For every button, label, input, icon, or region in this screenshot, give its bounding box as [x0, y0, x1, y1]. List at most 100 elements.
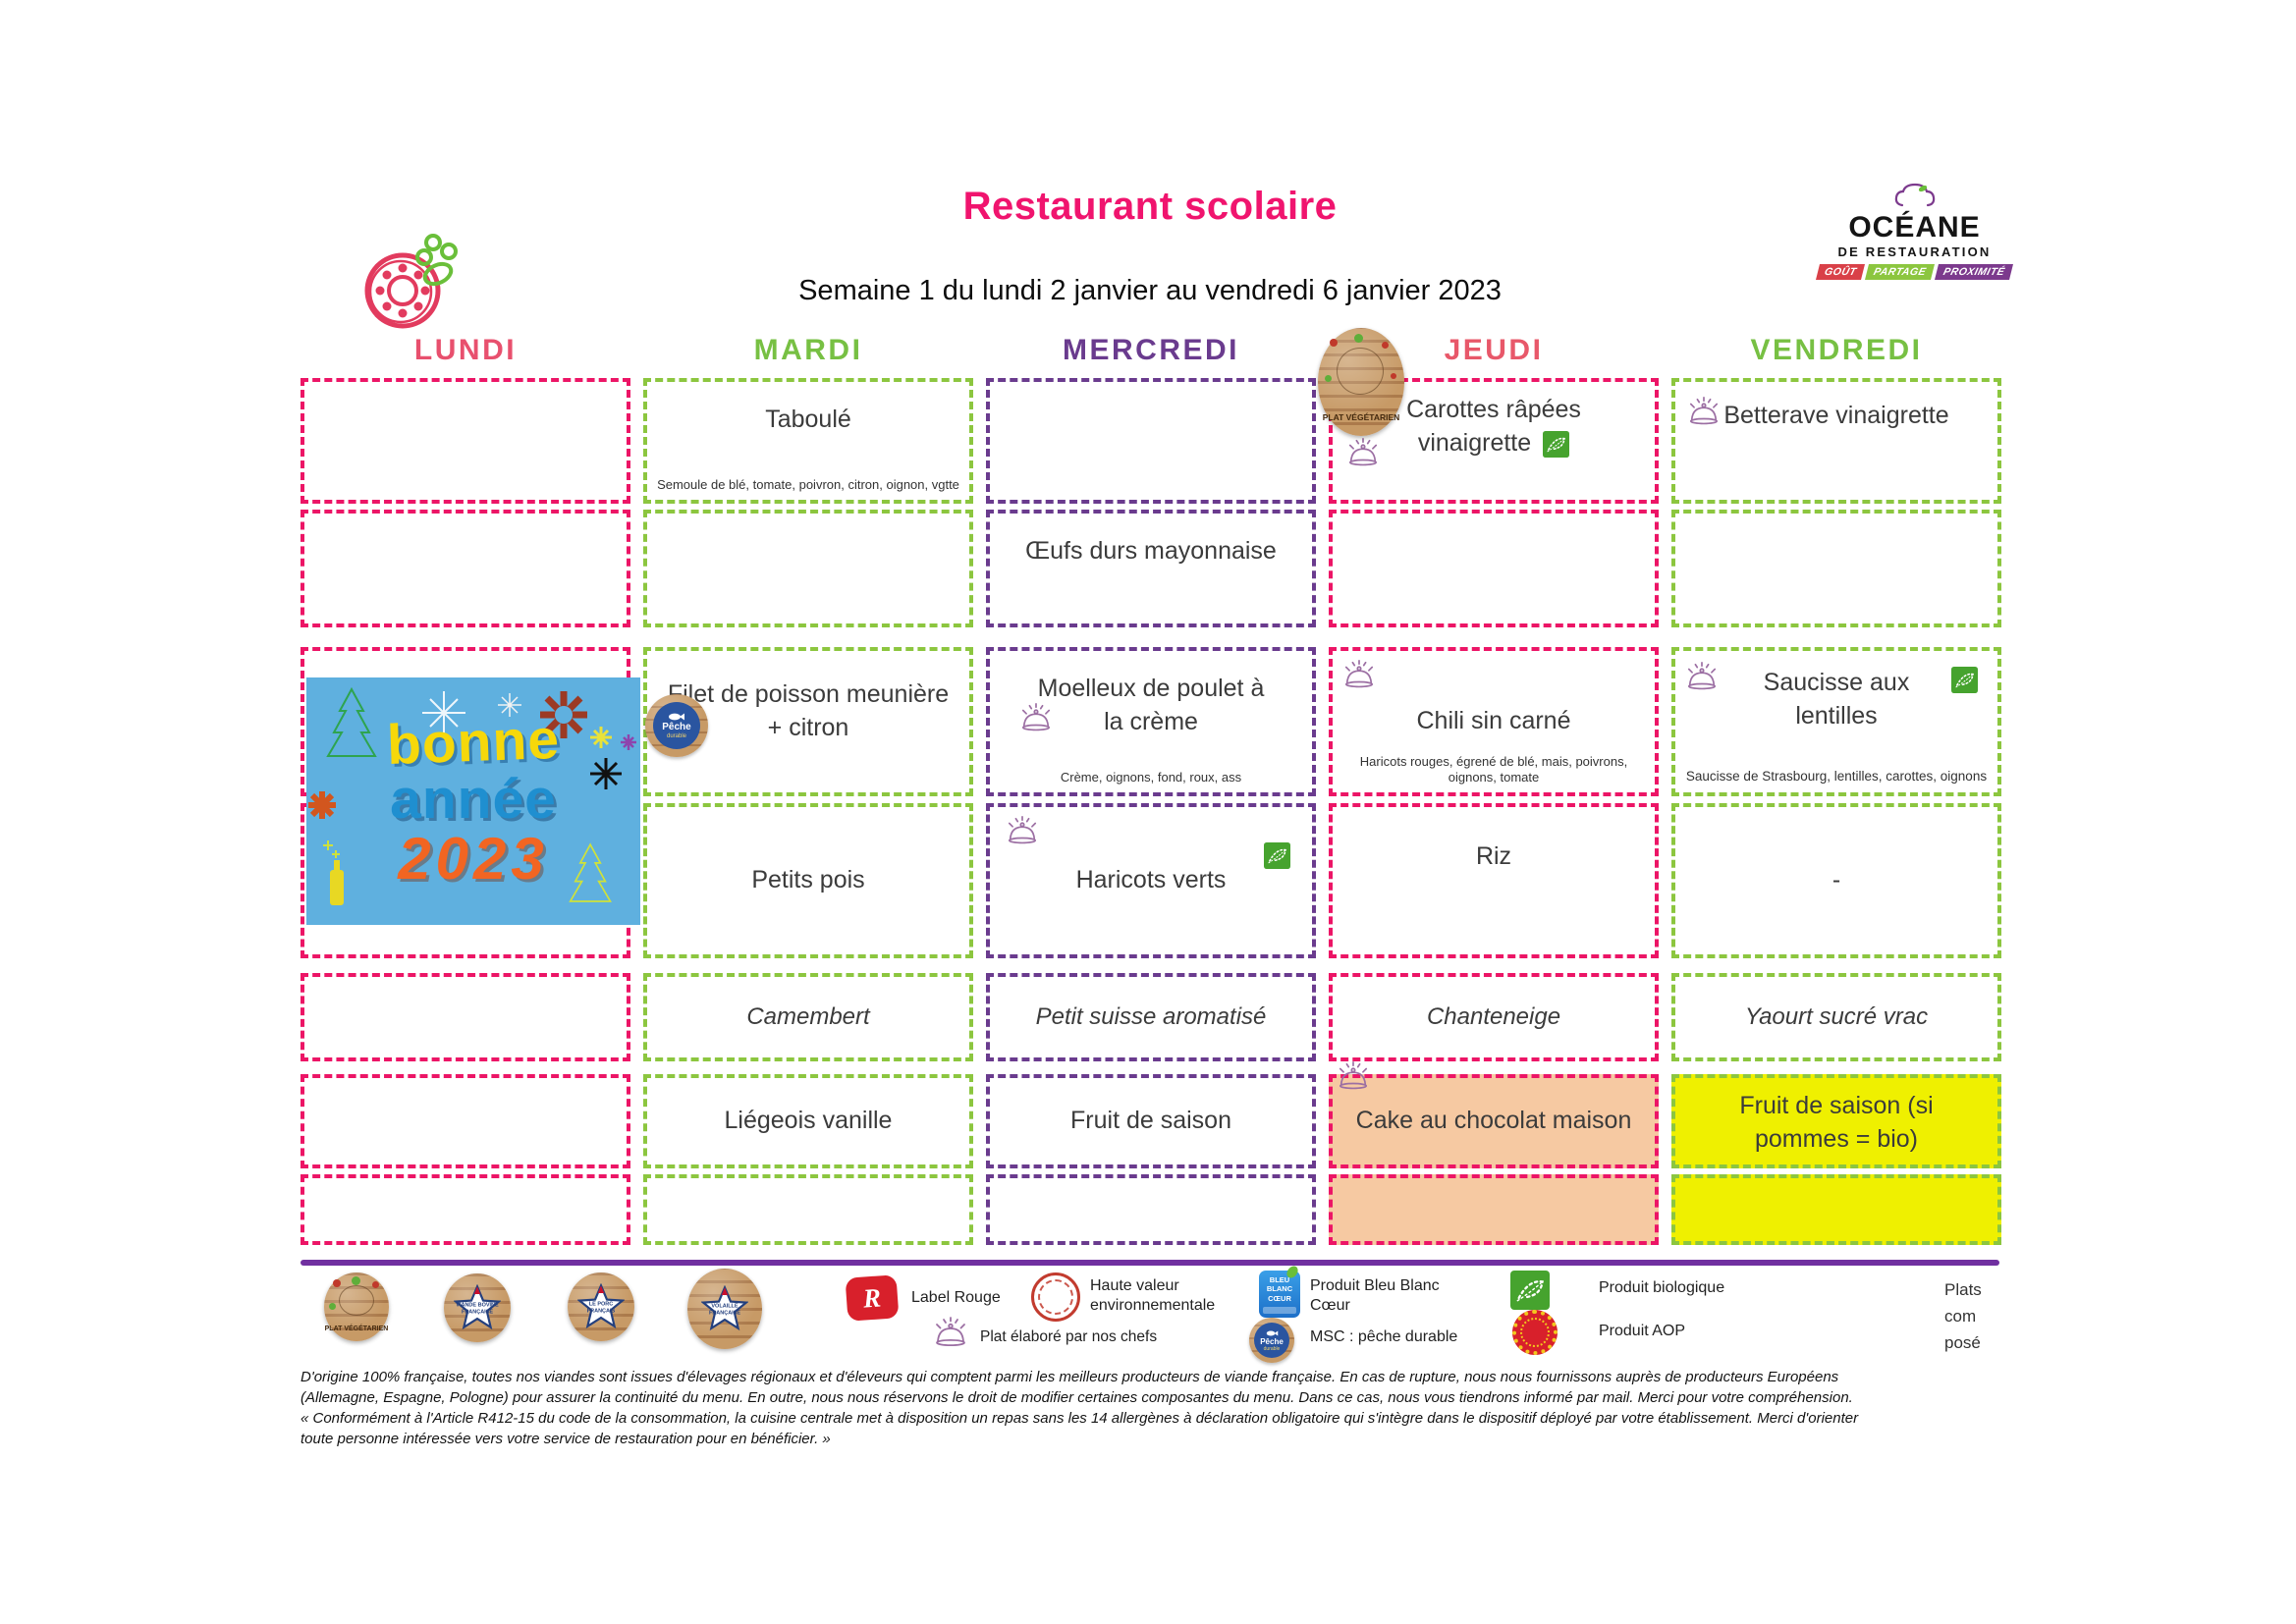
dish-desc: Haricots rouges, égrené de blé, mais, po… [1359, 753, 1628, 785]
dish-title: Chili sin carné [1416, 707, 1571, 735]
cloche-icon [1021, 703, 1051, 731]
legend-label-bbc: Produit Bleu Blanc Cœur [1310, 1277, 1440, 1314]
page-title: Restaurant scolaire [962, 185, 1338, 228]
dish-title: Taboulé [765, 406, 851, 433]
veggie-dot [351, 1275, 360, 1285]
cloche-icon [1339, 1061, 1368, 1090]
cloche-icon [1348, 438, 1378, 466]
footnote-line-3: « Conformément à l'Article R412-15 du co… [301, 1410, 1859, 1427]
badge-label: PLAT VÉGÉTARIEN [324, 1326, 389, 1333]
day-header-mardi: MARDI [753, 334, 863, 366]
label-rouge-letter: R [861, 1281, 882, 1314]
dish-desc: Crème, oignons, fond, roux, ass [1060, 769, 1242, 785]
tomato-logo-icon [357, 230, 460, 343]
cell-mardi-r4: Petits pois [643, 803, 973, 958]
cell-jeudi-r2 [1329, 510, 1659, 627]
legend-label-bio: Produit biologique [1599, 1279, 1725, 1296]
dish-title: Fruit de saison (si pommes = bio) [1739, 1092, 1934, 1153]
cell-mercredi-r5: Petit suisse aromatisé [986, 973, 1316, 1061]
brand-value-chip: PROXIMITÉ [1935, 264, 2014, 280]
cell-lundi-r6 [301, 1074, 630, 1168]
cell-vendredi-r6: Fruit de saison (si pommes = bio) [1671, 1074, 2001, 1168]
cell-mardi-r3: Pêche durable Filet de poisson meunière … [643, 647, 973, 796]
cell-vendredi-r4: - [1671, 803, 2001, 958]
dish-title: Saucisse aux lentilles [1763, 669, 1910, 730]
veggie-dot [333, 1279, 342, 1287]
veg-badge-header: PLAT VÉGÉTARIEN [1318, 328, 1404, 436]
bbc-logo-line: BLANC [1266, 1284, 1293, 1294]
bleu-blanc-coeur-icon: BLEU BLANC CŒUR [1259, 1264, 1300, 1318]
fish-icon [669, 713, 684, 721]
veggie-dot [1390, 373, 1396, 380]
hve-icon [1031, 1272, 1080, 1322]
bbc-band [1263, 1307, 1296, 1314]
footnote-line-2: (Allemagne, Espagne, Pologne) pour assur… [301, 1389, 1853, 1406]
peche-durable-badge: Pêche durable [1249, 1318, 1294, 1363]
dish-title-wrap: Carottes râpées vinaigrette [1376, 394, 1612, 460]
peche-durable-inner: Pêche durable [1254, 1323, 1289, 1358]
cell-jeudi-r5: Chanteneige [1329, 973, 1659, 1061]
cell-mercredi-r2: Œufs durs mayonnaise [986, 510, 1316, 627]
cell-lundi-r7 [301, 1174, 630, 1245]
wood-badge-viande-bovine: VIANDE BOVINE FRANÇAISE [444, 1273, 511, 1342]
dish-title: Œufs durs mayonnaise [1025, 537, 1277, 565]
peche-label: Pêche [1260, 1336, 1284, 1346]
bowl-sketch-icon [1337, 347, 1385, 395]
cloche-icon [1008, 816, 1037, 844]
banner-decorations [308, 686, 636, 905]
peche-label: Pêche [662, 722, 691, 732]
new-year-banner: bonne année 2023 [306, 677, 640, 925]
cell-jeudi-r4: Riz [1329, 803, 1659, 958]
fish-icon [1266, 1329, 1278, 1336]
footnote-line-1: D'origine 100% française, toutes nos via… [301, 1369, 1839, 1385]
dish-title: Camembert [746, 1002, 870, 1030]
cell-mardi-r5: Camembert [643, 973, 973, 1061]
wood-badge-volaille-francaise: VOLAILLE FRANÇAISE [687, 1269, 762, 1349]
column-mercredi: Œufs durs mayonnaise Moelleux de poulet … [986, 378, 1316, 1245]
dish-title-wrap: Saucisse aux lentilles [1748, 667, 1925, 733]
legend-label-msc: MSC : pêche durable [1310, 1328, 1458, 1345]
star-icon [454, 1284, 501, 1330]
bio-label-icon [1951, 667, 1978, 693]
peche-label-2: durable [666, 733, 686, 739]
badge-label: VOLAILLE FRANÇAISE [708, 1303, 741, 1317]
dish-title-wrap: Moelleux de poulet à la crème [1033, 673, 1269, 739]
cell-vendredi-r5: Yaourt sucré vrac [1671, 973, 2001, 1061]
bowl-sketch-icon [338, 1284, 374, 1316]
wood-badge-plat-vegetarien: PLAT VÉGÉTARIEN [324, 1272, 389, 1341]
day-header-lundi: LUNDI [413, 334, 518, 366]
footnote: D'origine 100% française, toutes nos via… [301, 1367, 2009, 1449]
plats-compose-line: posé [1944, 1333, 1981, 1353]
banner-word-2023: 2023 [398, 825, 549, 892]
dish-title: Petits pois [751, 866, 865, 894]
legend-label-hve: Haute valeur environnementale [1090, 1277, 1216, 1314]
dish-title: Filet de poisson meunière + citron [667, 680, 950, 741]
dish-title: - [1831, 866, 1841, 894]
brand-name: OCÉANE [1848, 211, 1981, 244]
cell-mercredi-r1 [986, 378, 1316, 504]
dish-title: Fruit de saison [1070, 1107, 1231, 1135]
menu-grid: Taboulé Semoule de blé, tomate, poivron,… [301, 378, 2001, 1245]
cell-mercredi-r6: Fruit de saison [986, 1074, 1316, 1168]
divider-line [301, 1260, 1999, 1266]
brand-values: GOÛT PARTAGE PROXIMITÉ [1815, 264, 2014, 280]
cloche-icon [936, 1317, 965, 1346]
day-header-vendredi: VENDREDI [1750, 334, 1923, 366]
bio-label-icon [1510, 1271, 1550, 1310]
peche-durable-inner: Pêche durable [653, 702, 700, 749]
cell-lundi-r1 [301, 378, 630, 504]
cell-mardi-r1: Taboulé Semoule de blé, tomate, poivron,… [643, 378, 973, 504]
badge-label: VIANDE BOVINE FRANÇAISE [456, 1302, 499, 1316]
cell-mardi-r7 [643, 1174, 973, 1245]
toque-icon [1894, 183, 1935, 207]
peche-label-2: durable [1263, 1345, 1281, 1352]
cell-mercredi-r4: Haricots verts [986, 803, 1316, 958]
dish-title: Petit suisse aromatisé [1035, 1002, 1267, 1030]
legend-label-aop: Produit AOP [1599, 1323, 1686, 1339]
veg-badge-label: PLAT VÉGÉTARIEN [1322, 411, 1400, 422]
banner-word-annee: année [390, 768, 557, 832]
banner-word-bonne: bonne [385, 708, 562, 778]
column-mardi: Taboulé Semoule de blé, tomate, poivron,… [643, 378, 973, 1245]
wood-badge-porc-francais: LE PORC FRANÇAIS [568, 1272, 634, 1341]
